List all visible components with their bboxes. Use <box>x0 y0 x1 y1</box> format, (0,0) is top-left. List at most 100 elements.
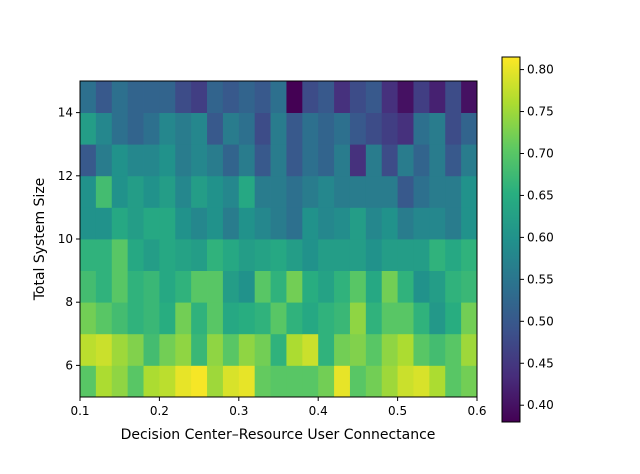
heatmap-cell <box>429 175 446 208</box>
heatmap-cell <box>175 175 192 208</box>
heatmap-cell <box>349 239 367 271</box>
heatmap-cell <box>175 302 192 335</box>
heatmap-cell <box>413 302 430 335</box>
heatmap-cell <box>381 239 398 271</box>
colorbar-tick-label: 0.75 <box>527 105 554 119</box>
heatmap-cell <box>349 207 367 240</box>
heatmap-cell <box>143 144 160 177</box>
heatmap-cell <box>365 270 383 303</box>
heatmap-cell <box>254 81 271 113</box>
heatmap-cell <box>413 270 430 303</box>
heatmap-cell <box>365 239 383 271</box>
heatmap-cell <box>429 144 446 177</box>
heatmap-cell <box>413 112 430 145</box>
heatmap-cell <box>207 333 224 366</box>
heatmap-cell <box>238 175 256 208</box>
heatmap-cell <box>238 112 256 145</box>
heatmap-cell <box>207 239 224 271</box>
heatmap-cell <box>318 112 335 145</box>
heatmap-cell <box>175 365 192 398</box>
heatmap-cell <box>429 239 446 271</box>
heatmap-cell <box>445 270 462 303</box>
heatmap-cell <box>365 365 383 398</box>
heatmap-cell <box>381 207 398 240</box>
heatmap-cell <box>461 81 478 113</box>
heatmap-cell <box>127 207 144 240</box>
heatmap-cell <box>445 112 462 145</box>
y-axis-label: Total System Size <box>32 178 48 302</box>
heatmap-cell <box>95 333 113 366</box>
heatmap-cell <box>143 175 160 208</box>
heatmap-cell <box>80 112 97 145</box>
heatmap-cell <box>143 333 160 366</box>
heatmap-cell <box>238 365 256 398</box>
heatmap-cell <box>349 302 367 335</box>
heatmap-cell <box>159 270 176 303</box>
heatmap-cell <box>461 207 478 240</box>
heatmap-cell <box>95 112 113 145</box>
heatmap-cell <box>397 175 414 208</box>
heatmap-cell <box>222 333 240 366</box>
heatmap-cell <box>286 270 303 303</box>
heatmap-cell <box>445 302 462 335</box>
heatmap-cell <box>159 365 176 398</box>
heatmap-cell <box>191 81 208 113</box>
heatmap-cell <box>445 81 462 113</box>
heatmap-cell <box>95 144 113 177</box>
heatmap-cell <box>191 207 208 240</box>
heatmap-cell <box>349 81 367 113</box>
y-axis-ticks: 6 8 10 12 14 <box>58 106 80 372</box>
colorbar-tick-label: 0.40 <box>527 398 554 412</box>
heatmap-cell <box>381 144 398 177</box>
heatmap-cell <box>381 175 398 208</box>
heatmap-cell <box>349 365 367 398</box>
heatmap-cell <box>302 112 319 145</box>
heatmap-cell <box>429 302 446 335</box>
heatmap-cell <box>270 144 287 177</box>
heatmap-cell <box>175 270 192 303</box>
heatmap-cell <box>318 175 335 208</box>
heatmap-cell <box>254 365 271 398</box>
heatmap-cell <box>365 333 383 366</box>
heatmap-cell <box>191 112 208 145</box>
heatmap-cell <box>222 112 240 145</box>
heatmap-cell <box>127 81 144 113</box>
heatmap-cell <box>270 207 287 240</box>
heatmap-cell <box>111 302 129 335</box>
heatmap-cell <box>191 270 208 303</box>
heatmap-cell <box>111 175 129 208</box>
heatmap-cell <box>365 207 383 240</box>
colorbar-tick-label: 0.45 <box>527 356 554 370</box>
heatmap-cell <box>302 175 319 208</box>
heatmap-cell <box>413 175 430 208</box>
heatmap-cell <box>302 302 319 335</box>
heatmap-cell <box>318 144 335 177</box>
heatmap-cell <box>80 302 97 335</box>
heatmap-cell <box>429 207 446 240</box>
colorbar <box>501 56 521 423</box>
heatmap-cell <box>445 239 462 271</box>
heatmap-cell <box>349 270 367 303</box>
heatmap-cell <box>429 81 446 113</box>
heatmap-cell <box>159 239 176 271</box>
heatmap-cell <box>80 365 97 398</box>
heatmap-cell <box>254 207 271 240</box>
heatmap-cell <box>461 302 478 335</box>
heatmap-cell <box>381 112 398 145</box>
heatmap-cell <box>381 270 398 303</box>
heatmap-cell <box>127 239 144 271</box>
heatmap-cell <box>143 207 160 240</box>
heatmap-cell <box>238 302 256 335</box>
heatmap-cell <box>318 81 335 113</box>
heatmap-cell <box>254 175 271 208</box>
heatmap-cell <box>365 81 383 113</box>
heatmap-cell <box>222 144 240 177</box>
heatmap-cell <box>238 333 256 366</box>
heatmap-cell <box>365 144 383 177</box>
heatmap-cell <box>286 81 303 113</box>
heatmap-cell <box>143 239 160 271</box>
heatmap-cell <box>286 207 303 240</box>
heatmap-cell <box>95 302 113 335</box>
heatmap-cell <box>222 207 240 240</box>
